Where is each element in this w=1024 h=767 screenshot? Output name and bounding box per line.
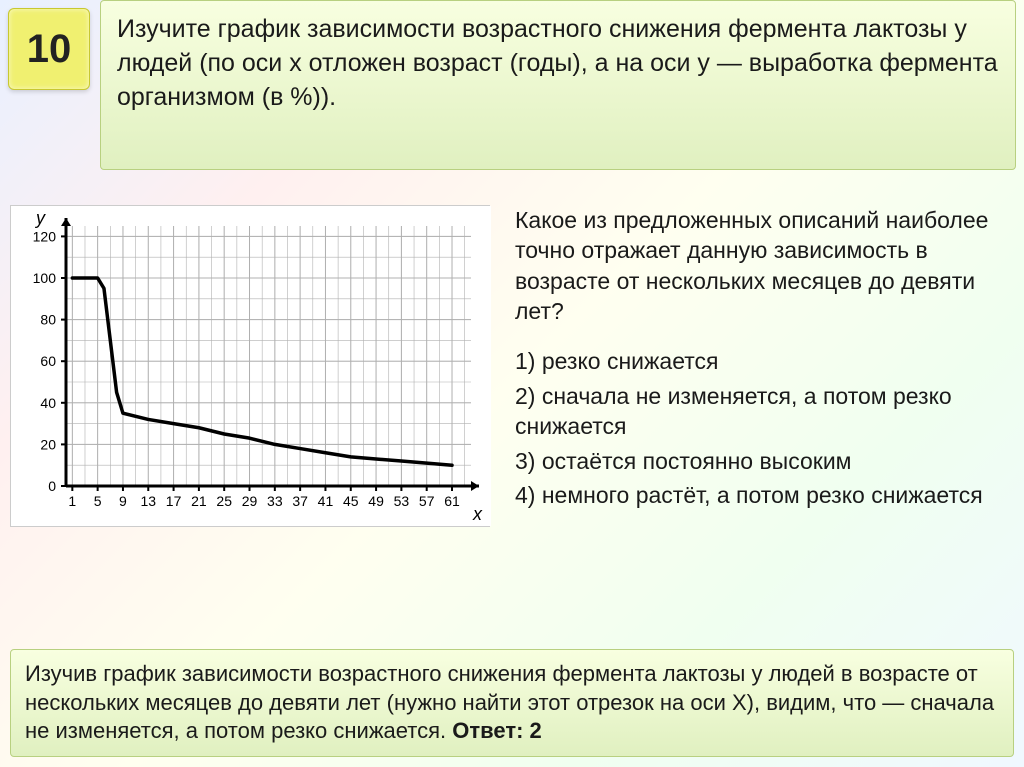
question-block: Какое из предложенных описаний наиболее … bbox=[515, 205, 994, 514]
chart-container: 1 5 9 13 17 21 25 29 33 37 41 45 49 53 57 61 0 20 40 60 80 10… bbox=[10, 205, 490, 527]
svg-text:x: x bbox=[472, 504, 483, 524]
svg-text:20: 20 bbox=[40, 436, 56, 452]
svg-text:y: y bbox=[34, 208, 46, 228]
svg-text:33: 33 bbox=[267, 493, 283, 509]
question-intro: Какое из предложенных описаний наиболее … bbox=[515, 205, 994, 326]
svg-text:41: 41 bbox=[318, 493, 334, 509]
svg-text:57: 57 bbox=[419, 493, 435, 509]
svg-text:53: 53 bbox=[394, 493, 410, 509]
question-number-badge: 10 bbox=[8, 8, 90, 90]
svg-text:17: 17 bbox=[166, 493, 182, 509]
svg-text:9: 9 bbox=[119, 493, 127, 509]
svg-text:120: 120 bbox=[33, 228, 57, 244]
option-1: 1) резко снижается bbox=[515, 346, 994, 376]
svg-text:37: 37 bbox=[292, 493, 308, 509]
svg-text:1: 1 bbox=[68, 493, 76, 509]
svg-text:13: 13 bbox=[140, 493, 156, 509]
lactose-decline-chart: 1 5 9 13 17 21 25 29 33 37 41 45 49 53 57 61 0 20 40 60 80 10… bbox=[11, 206, 491, 526]
explanation-box: Изучив график зависимости возрастного сн… bbox=[10, 649, 1014, 757]
option-3: 3) остаётся постоянно высоким bbox=[515, 446, 994, 476]
answer-label: Ответ: 2 bbox=[452, 718, 542, 743]
option-2: 2) сначала не изменяется, а потом резко … bbox=[515, 381, 994, 442]
svg-text:61: 61 bbox=[444, 493, 460, 509]
task-description: Изучите график зависимости возрастного с… bbox=[100, 0, 1016, 170]
svg-text:40: 40 bbox=[40, 395, 56, 411]
svg-text:25: 25 bbox=[216, 493, 232, 509]
svg-text:0: 0 bbox=[48, 478, 56, 494]
svg-text:29: 29 bbox=[242, 493, 258, 509]
svg-text:21: 21 bbox=[191, 493, 207, 509]
svg-text:80: 80 bbox=[40, 312, 56, 328]
svg-text:49: 49 bbox=[368, 493, 384, 509]
svg-text:60: 60 bbox=[40, 353, 56, 369]
svg-text:5: 5 bbox=[94, 493, 102, 509]
svg-text:45: 45 bbox=[343, 493, 359, 509]
option-4: 4) немного растёт, а потом резко снижает… bbox=[515, 480, 994, 510]
svg-text:100: 100 bbox=[33, 270, 57, 286]
